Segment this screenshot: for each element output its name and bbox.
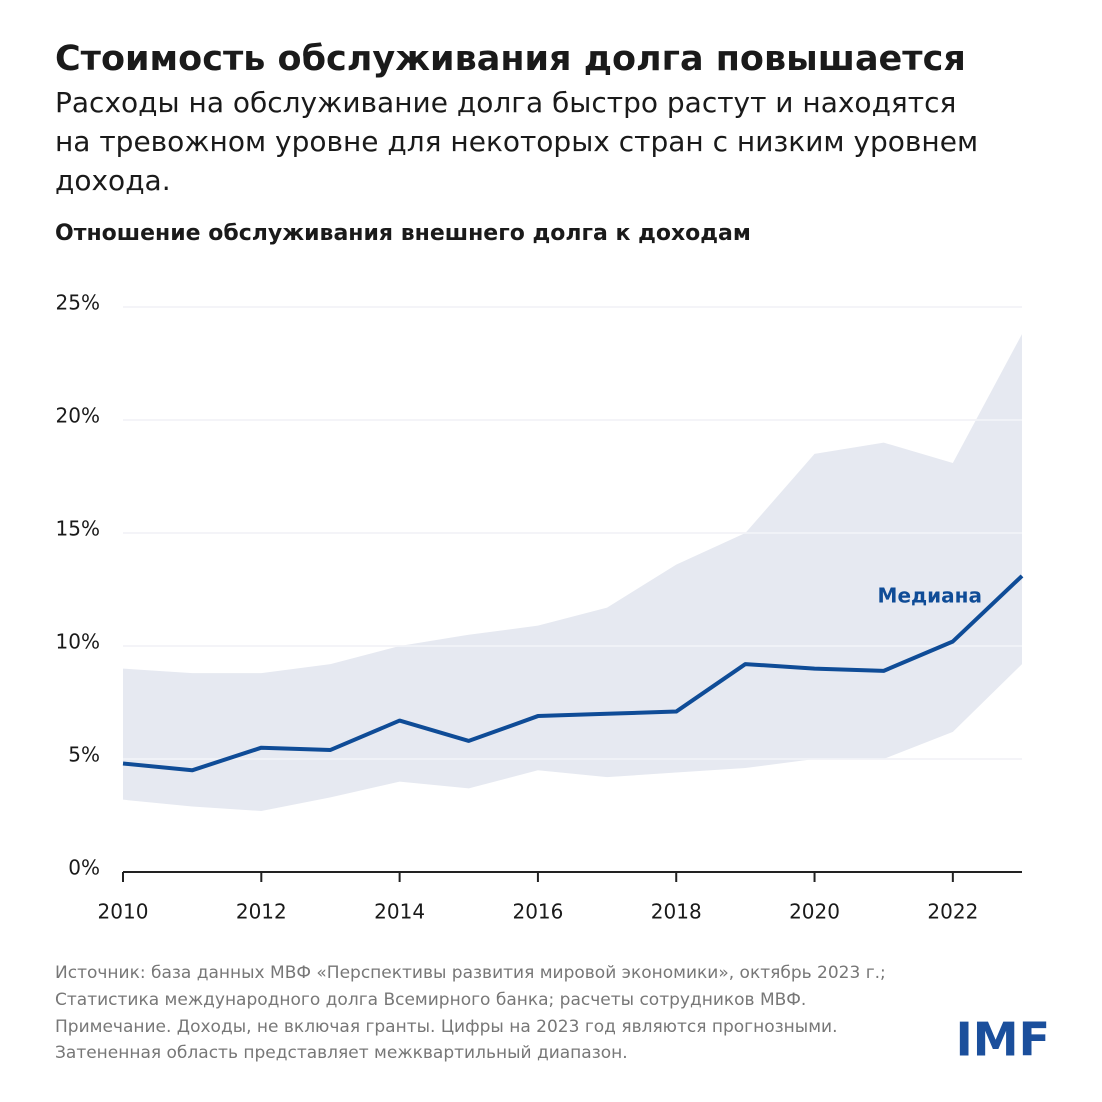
x-tick-label: 2012 <box>236 900 287 924</box>
median-line <box>122 574 1024 773</box>
footnote: Статистика международного долга Всемирно… <box>55 990 806 1010</box>
x-tick-label: 2022 <box>927 900 978 924</box>
series-label: Медиана <box>878 584 982 608</box>
interquartile-band <box>123 334 1022 811</box>
plot: 0% 5% 10% 15% 20% 25% 2010 2012 2014 2016 2018 2020… <box>56 291 1024 924</box>
x-tick-label: 2016 <box>512 900 563 924</box>
x-tick-label: 2010 <box>98 900 149 924</box>
logo: IMF <box>956 1013 1050 1067</box>
y-tick-label: 20% <box>56 404 100 428</box>
subtitle: на тревожном уровне для некоторых стран … <box>55 125 978 158</box>
footnote: Примечание. Доходы, не включая гранты. Ц… <box>55 1017 837 1037</box>
y-tick-label: 25% <box>56 291 100 315</box>
subtitle: Расходы на обслуживание долга быстро рас… <box>55 86 956 119</box>
x-tick-label: 2020 <box>789 900 840 924</box>
footnote: Источник: база данных МВФ «Перспективы р… <box>55 963 886 983</box>
chart-title: Отношение обслуживания внешнего долга к … <box>55 221 751 246</box>
x-tick-label: 2014 <box>374 900 425 924</box>
y-tick-label: 5% <box>68 743 100 767</box>
y-tick-label: 0% <box>68 856 100 880</box>
subtitle: дохода. <box>55 164 171 197</box>
y-tick-label: 15% <box>56 517 100 541</box>
footnote: Затененная область представляет межкварт… <box>55 1043 628 1063</box>
y-tick-label: 10% <box>56 630 100 654</box>
x-tick-label: 2018 <box>651 900 702 924</box>
title: Стоимость обслуживания долга повышается <box>55 39 966 79</box>
